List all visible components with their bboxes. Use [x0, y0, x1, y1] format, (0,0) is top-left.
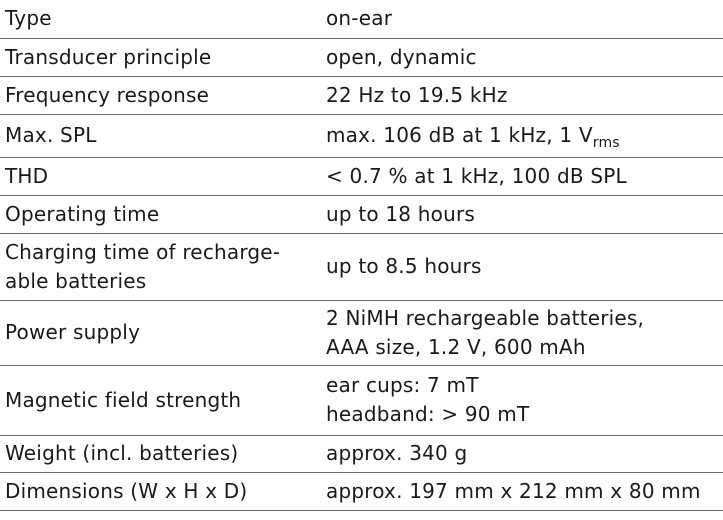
spec-value: up to 18 hours [320, 195, 723, 234]
spec-label: Transducer principle [0, 38, 320, 77]
spec-label: THD [0, 157, 320, 196]
spec-row-magnetic-field: Magnetic field strength ear cups: 7 mT h… [0, 365, 723, 436]
spec-value: ear cups: 7 mT headband: > 90 mT [320, 365, 723, 436]
spec-value-line: headband: > 90 mT [326, 402, 530, 426]
spec-value-line: AAA size, 1.2 V, 600 mAh [326, 334, 586, 359]
spec-label-line: able batteries [5, 268, 147, 293]
spec-label: Frequency response [0, 76, 320, 115]
spec-value-main: max. 106 dB at 1 kHz, 1 V [326, 123, 593, 147]
spec-label: Dimensions (W x H x D) [0, 472, 320, 511]
spec-label: Weight (incl. batteries) [0, 435, 320, 473]
spec-row-frequency: Frequency response 22 Hz to 19.5 kHz [0, 76, 723, 115]
spec-label-line: Charging time of recharge- [5, 239, 281, 264]
spec-row-type: Type on-ear [0, 0, 723, 39]
spec-label: Max. SPL [0, 114, 320, 158]
spec-value: 22 Hz to 19.5 kHz [320, 76, 723, 115]
spec-row-thd: THD < 0.7 % at 1 kHz, 100 dB SPL [0, 157, 723, 196]
spec-row-operating-time: Operating time up to 18 hours [0, 195, 723, 234]
spec-value-subscript: rms [592, 135, 620, 151]
spec-value: on-ear [320, 0, 723, 39]
spec-row-transducer: Transducer principle open, dynamic [0, 38, 723, 77]
spec-row-max-spl: Max. SPL max. 106 dB at 1 kHz, 1 Vrms [0, 114, 723, 158]
spec-label: Charging time of recharge- able batterie… [0, 233, 320, 301]
spec-label: Magnetic field strength [0, 365, 320, 436]
spec-row-charging-time: Charging time of recharge- able batterie… [0, 233, 723, 301]
spec-value: approx. 340 g [320, 435, 723, 473]
spec-value-line: ear cups: 7 mT [326, 373, 479, 397]
spec-value: open, dynamic [320, 38, 723, 77]
spec-value: up to 8.5 hours [320, 233, 723, 301]
spec-row-power-supply: Power supply 2 NiMH rechargeable batteri… [0, 300, 723, 366]
spec-value-line: 2 NiMH rechargeable batteries, [326, 305, 645, 330]
spec-value: 2 NiMH rechargeable batteries, AAA size,… [320, 300, 723, 366]
spec-label: Power supply [0, 300, 320, 366]
spec-row-weight: Weight (incl. batteries) approx. 340 g [0, 435, 723, 473]
spec-value: max. 106 dB at 1 kHz, 1 Vrms [320, 114, 723, 158]
spec-label: Operating time [0, 195, 320, 234]
spec-row-dimensions: Dimensions (W x H x D) approx. 197 mm x … [0, 472, 723, 511]
spec-value: < 0.7 % at 1 kHz, 100 dB SPL [320, 157, 723, 196]
spec-label: Type [0, 0, 320, 39]
spec-value: approx. 197 mm x 212 mm x 80 mm [320, 472, 723, 511]
